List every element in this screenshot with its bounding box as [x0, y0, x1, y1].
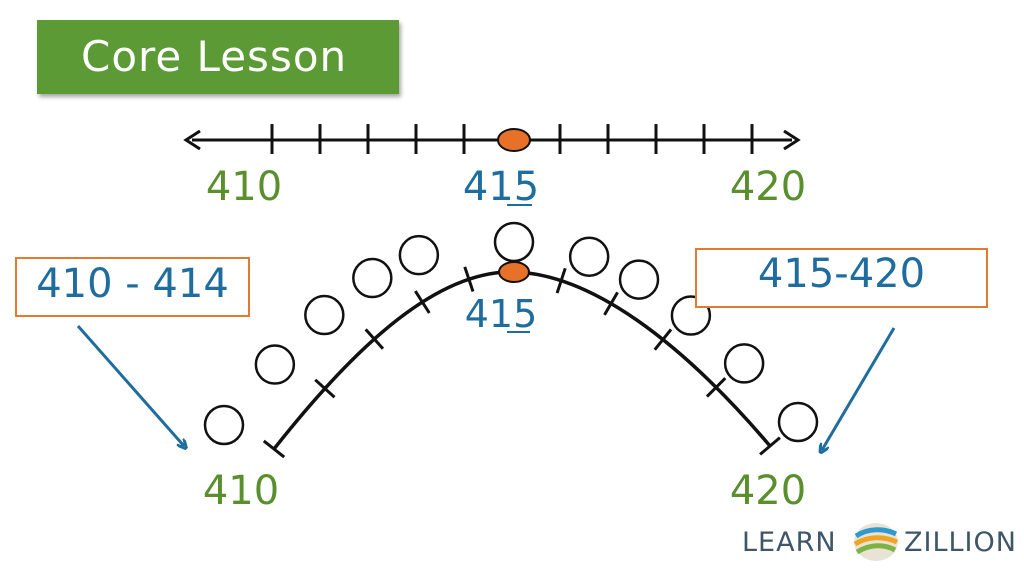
left-arrow: [76, 325, 184, 446]
range-box-right-label: 415-420: [757, 251, 926, 297]
hill-ticks: [262, 266, 781, 459]
range-box-415-420: 415-420: [695, 248, 988, 308]
hill-circle: [352, 257, 393, 299]
hill-circle: [254, 344, 296, 385]
hill-circle: [723, 343, 765, 384]
rounding-hill: 415 410 420: [203, 221, 819, 514]
range-box-410-414: 410 - 414: [15, 257, 250, 317]
hill-tick: [314, 378, 336, 399]
hill-circles: [203, 221, 819, 446]
logo-zillion-text: ZILLION: [904, 527, 1017, 558]
hill-circle: [203, 404, 245, 446]
number-line: 410 415 420: [183, 124, 806, 210]
hill-tick: [414, 290, 431, 314]
banner-title: Core Lesson: [81, 32, 348, 81]
hill-point-415: [498, 261, 530, 283]
hill-tick: [653, 328, 673, 351]
number-line-right-arrow: [783, 129, 801, 151]
hill-circle: [618, 259, 660, 300]
hill-circle: [777, 401, 819, 443]
logo-swirl-icon: [853, 523, 899, 561]
hill-circle: [568, 236, 610, 277]
number-line-label-410: 410: [206, 164, 282, 210]
hill-tick: [463, 266, 475, 292]
number-line-point-415: [497, 128, 531, 152]
hill-circle: [493, 221, 535, 263]
hill-circle: [304, 294, 345, 336]
hill-tick: [364, 328, 385, 350]
hill-tick: [262, 439, 286, 459]
hill-tick: [759, 436, 781, 456]
number-line-label-415: 415: [463, 164, 539, 210]
hill-label-420: 420: [730, 468, 806, 514]
core-lesson-banner: Core Lesson: [37, 20, 399, 94]
number-line-ticks: [270, 124, 754, 154]
range-box-left-label: 410 - 414: [36, 261, 229, 307]
hill-label-415: 415: [465, 292, 538, 336]
number-line-label-420: 420: [730, 164, 806, 210]
hill-tick: [603, 291, 619, 316]
hill-circle: [398, 234, 440, 276]
logo-learn-text: LEARN: [742, 527, 837, 558]
number-line-left-arrow: [183, 129, 201, 151]
hill-tick: [705, 377, 727, 398]
hill-label-410: 410: [203, 468, 279, 514]
right-arrow: [822, 327, 896, 450]
hill-tick: [555, 267, 567, 294]
